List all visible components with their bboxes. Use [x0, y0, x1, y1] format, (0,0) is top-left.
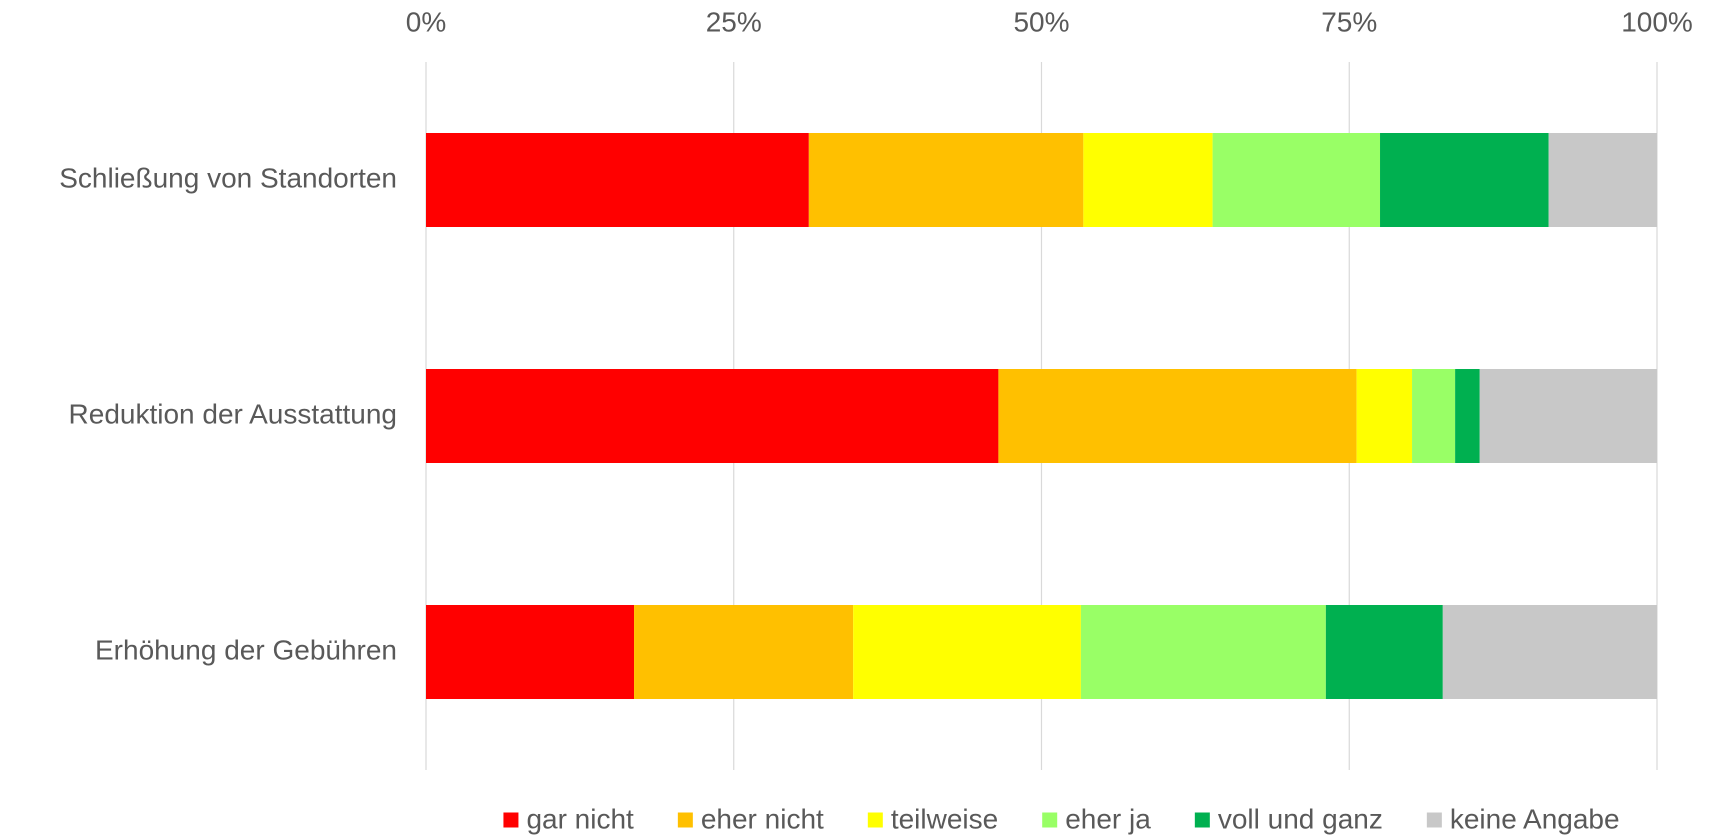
legend-swatch: [677, 812, 693, 828]
x-tick-label: 25%: [706, 6, 762, 37]
legend-swatch: [1426, 812, 1442, 828]
bar-segment: [426, 133, 809, 227]
legend-swatch: [1194, 812, 1210, 828]
bar-segment: [853, 605, 1081, 699]
y-tick-label: Erhöhung der Gebühren: [95, 634, 397, 665]
bar-segment: [1083, 133, 1213, 227]
bar-segment: [426, 605, 635, 699]
bar-segment: [634, 605, 854, 699]
bar-segment: [808, 133, 1084, 227]
x-tick-label: 100%: [1621, 6, 1693, 37]
bar-segment: [1356, 369, 1413, 463]
bar-segment: [1325, 605, 1443, 699]
legend-label: keine Angabe: [1450, 803, 1620, 834]
bar-segment: [426, 369, 999, 463]
bar-segment: [1412, 369, 1456, 463]
legend-label: voll und ganz: [1218, 803, 1383, 834]
bar-segment: [1212, 133, 1381, 227]
legend-label: teilweise: [891, 803, 998, 834]
bar-segment: [1455, 369, 1480, 463]
legend-swatch: [503, 812, 519, 828]
bar-segment: [1548, 133, 1657, 227]
bar-segment: [1442, 605, 1657, 699]
legend-label: eher nicht: [701, 803, 824, 834]
x-tick-label: 0%: [406, 6, 446, 37]
legend-swatch: [1042, 812, 1058, 828]
legend-label: gar nicht: [526, 803, 634, 834]
legend-swatch: [867, 812, 883, 828]
bar-segment: [1479, 369, 1657, 463]
x-tick-label: 75%: [1321, 6, 1377, 37]
x-tick-label: 50%: [1013, 6, 1069, 37]
bar-segment: [1380, 133, 1549, 227]
bar-segment: [998, 369, 1357, 463]
y-tick-label: Schließung von Standorten: [59, 162, 397, 193]
y-tick-label: Reduktion der Ausstattung: [69, 398, 397, 429]
bar-segment: [1080, 605, 1326, 699]
legend-label: eher ja: [1065, 803, 1151, 834]
